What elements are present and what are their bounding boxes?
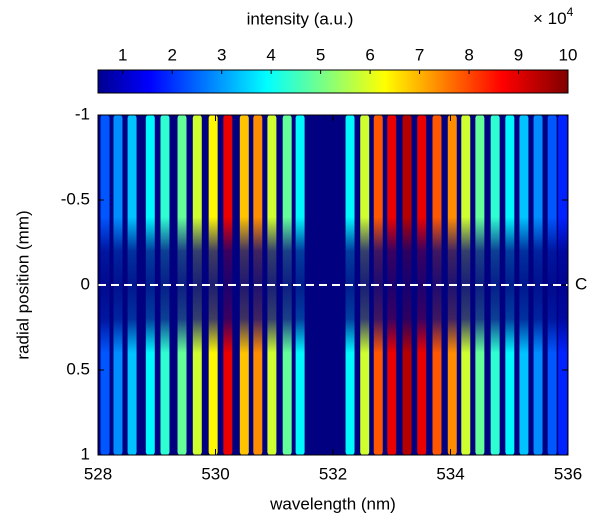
x-tick-label: 530 — [201, 464, 229, 483]
center-label: C — [575, 274, 587, 293]
stripe — [533, 115, 543, 455]
stripe — [402, 115, 412, 455]
y-tick-label: -0.5 — [61, 189, 90, 208]
stripe — [127, 115, 137, 455]
colorbar-label: intensity (a.u.) — [247, 9, 354, 28]
x-tick-label: 536 — [554, 464, 582, 483]
stripe — [519, 115, 529, 455]
plot-frame — [97, 114, 569, 456]
stripe — [505, 115, 515, 455]
y-tick-label: 1 — [81, 444, 90, 463]
x-axis-label: wavelength (nm) — [269, 494, 396, 513]
colorbar-tick-label: 4 — [266, 45, 275, 64]
multiplier-exponent: 4 — [567, 5, 574, 19]
colorbar-tick-label: 10 — [559, 45, 578, 64]
x-tick-label: 528 — [84, 464, 112, 483]
colorbar-tick-label: 3 — [217, 45, 226, 64]
stripe — [192, 115, 202, 455]
x-tick-label: 534 — [436, 464, 464, 483]
stripe — [208, 115, 218, 455]
colorbar — [97, 69, 569, 94]
colorbar-multiplier: × 104 — [533, 5, 574, 28]
colorbar-tick-label: 1 — [118, 45, 127, 64]
y-tick-label: -1 — [75, 104, 90, 123]
colorbar-tick-label: 5 — [316, 45, 325, 64]
colorbar-tick-label: 2 — [167, 45, 176, 64]
x-tick-label: 532 — [319, 464, 347, 483]
colorbar-tick-label: 6 — [365, 45, 374, 64]
multiplier-base: × 10 — [533, 9, 567, 28]
heatmap — [100, 115, 568, 455]
stripe — [223, 115, 233, 455]
y-tick-label: 0 — [81, 274, 90, 293]
stripe — [417, 115, 427, 455]
y-tick-label: 0.5 — [66, 359, 90, 378]
y-axis-label: radial position (mm) — [13, 210, 32, 359]
colorbar-tick-label: 8 — [464, 45, 473, 64]
colorbar-tick-label: 9 — [514, 45, 523, 64]
colorbar-tick-label: 7 — [415, 45, 424, 64]
stripe — [547, 115, 557, 455]
